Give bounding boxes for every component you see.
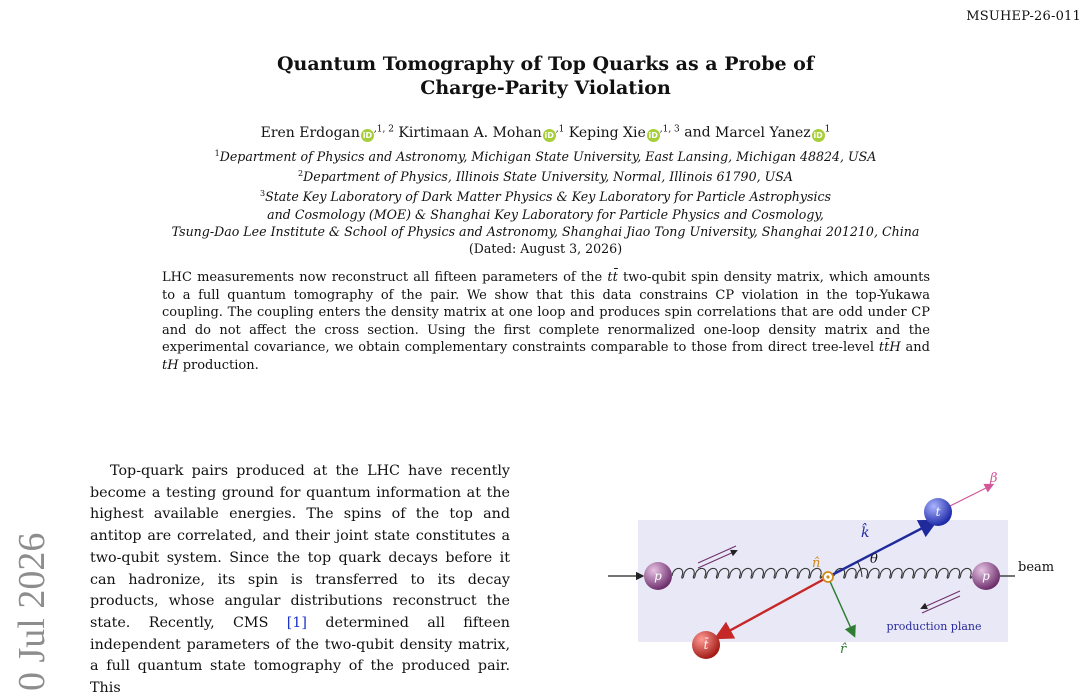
antitop-quark <box>692 631 720 659</box>
math-ttH: tt̄H <box>878 340 901 356</box>
author: Keping Xie iD,1, 3 <box>568 124 680 142</box>
spin-arrow <box>921 595 961 614</box>
proton-right <box>972 562 1000 590</box>
r-hat-arrow <box>827 576 856 638</box>
title-line-1: Quantum Tomography of Top Quarks as a Pr… <box>276 53 815 75</box>
math-tH: tH <box>162 357 179 373</box>
theta-arc <box>856 560 863 578</box>
affiliation-3: 3State Key Laboratory of Dark Matter Phy… <box>259 189 831 205</box>
antitop-label: t̄ <box>704 636 710 652</box>
author: Marcel Yanez iD1 <box>715 124 831 142</box>
gluon-line-right <box>833 567 973 579</box>
date-line: (Dated: August 3, 2026) <box>468 240 623 256</box>
proton-right-label: p <box>982 569 990 583</box>
k-hat-label: k̂ <box>861 522 869 541</box>
top-label: t <box>936 505 941 519</box>
title-line-2: Charge-Parity Violation <box>420 77 671 99</box>
affiliation-3-cont: Tsung-Dao Lee Institute & School of Phys… <box>171 223 920 239</box>
affiliation-1: 1Department of Physics and Astronomy, Mi… <box>214 149 877 165</box>
gluon-line-left <box>671 567 823 579</box>
beta-label: β <box>989 471 998 486</box>
theta-label: θ <box>870 552 878 567</box>
arxiv-watermark: 0 Jul 2026 <box>11 532 53 691</box>
author-list: Eren Erdogan iD,1, 2 Kirtimaan A. Mohan iD… <box>0 124 1091 142</box>
affiliations: 1Department of Physics and Astronomy, Mi… <box>0 145 1091 257</box>
production-plane-label: production plane <box>886 620 981 633</box>
affiliation-2: 2Department of Physics, Illinois State U… <box>298 169 793 185</box>
k-hat-arrow <box>827 519 939 579</box>
paper-title: Quantum Tomography of Top Quarks as a Pr… <box>0 52 1091 100</box>
spin-arrow <box>920 590 961 610</box>
production-diagram: production plane beam p p t t̄ β k̂ θ n̂… <box>608 471 1054 659</box>
orcid-icon[interactable]: iD <box>811 128 825 142</box>
orcid-icon[interactable]: iD <box>542 128 556 142</box>
proton-left-label: p <box>654 569 662 583</box>
abstract: LHC measurements now reconstruct all fif… <box>162 270 930 373</box>
n-hat-dot <box>826 575 830 579</box>
spin-arrow <box>697 549 738 569</box>
author-conjunction: and <box>684 124 711 141</box>
n-hat-label: n̂ <box>812 556 820 571</box>
intro-paragraph: Top-quark pairs produced at the LHC have… <box>90 463 510 697</box>
proton-left <box>644 562 672 590</box>
spin-arrow <box>697 545 737 564</box>
orcid-icon[interactable]: iD <box>360 128 374 142</box>
tbar-arrow <box>713 575 829 640</box>
math-ttbar: tt̄ <box>607 270 618 285</box>
orcid-icon[interactable]: iD <box>646 128 660 142</box>
top-quark <box>924 498 952 526</box>
beam-label: beam <box>1018 560 1054 575</box>
r-hat-label: r̂ <box>840 642 848 657</box>
report-number: MSUHEP-26-011 <box>966 9 1081 24</box>
citation-link[interactable]: [1] <box>286 614 307 631</box>
affiliation-3-cont: and Cosmology (MOE) & Shanghai Key Labor… <box>267 206 824 222</box>
author: Eren Erdogan iD,1, 2 <box>260 124 394 142</box>
author: Kirtimaan A. Mohan iD,1 <box>398 124 565 142</box>
